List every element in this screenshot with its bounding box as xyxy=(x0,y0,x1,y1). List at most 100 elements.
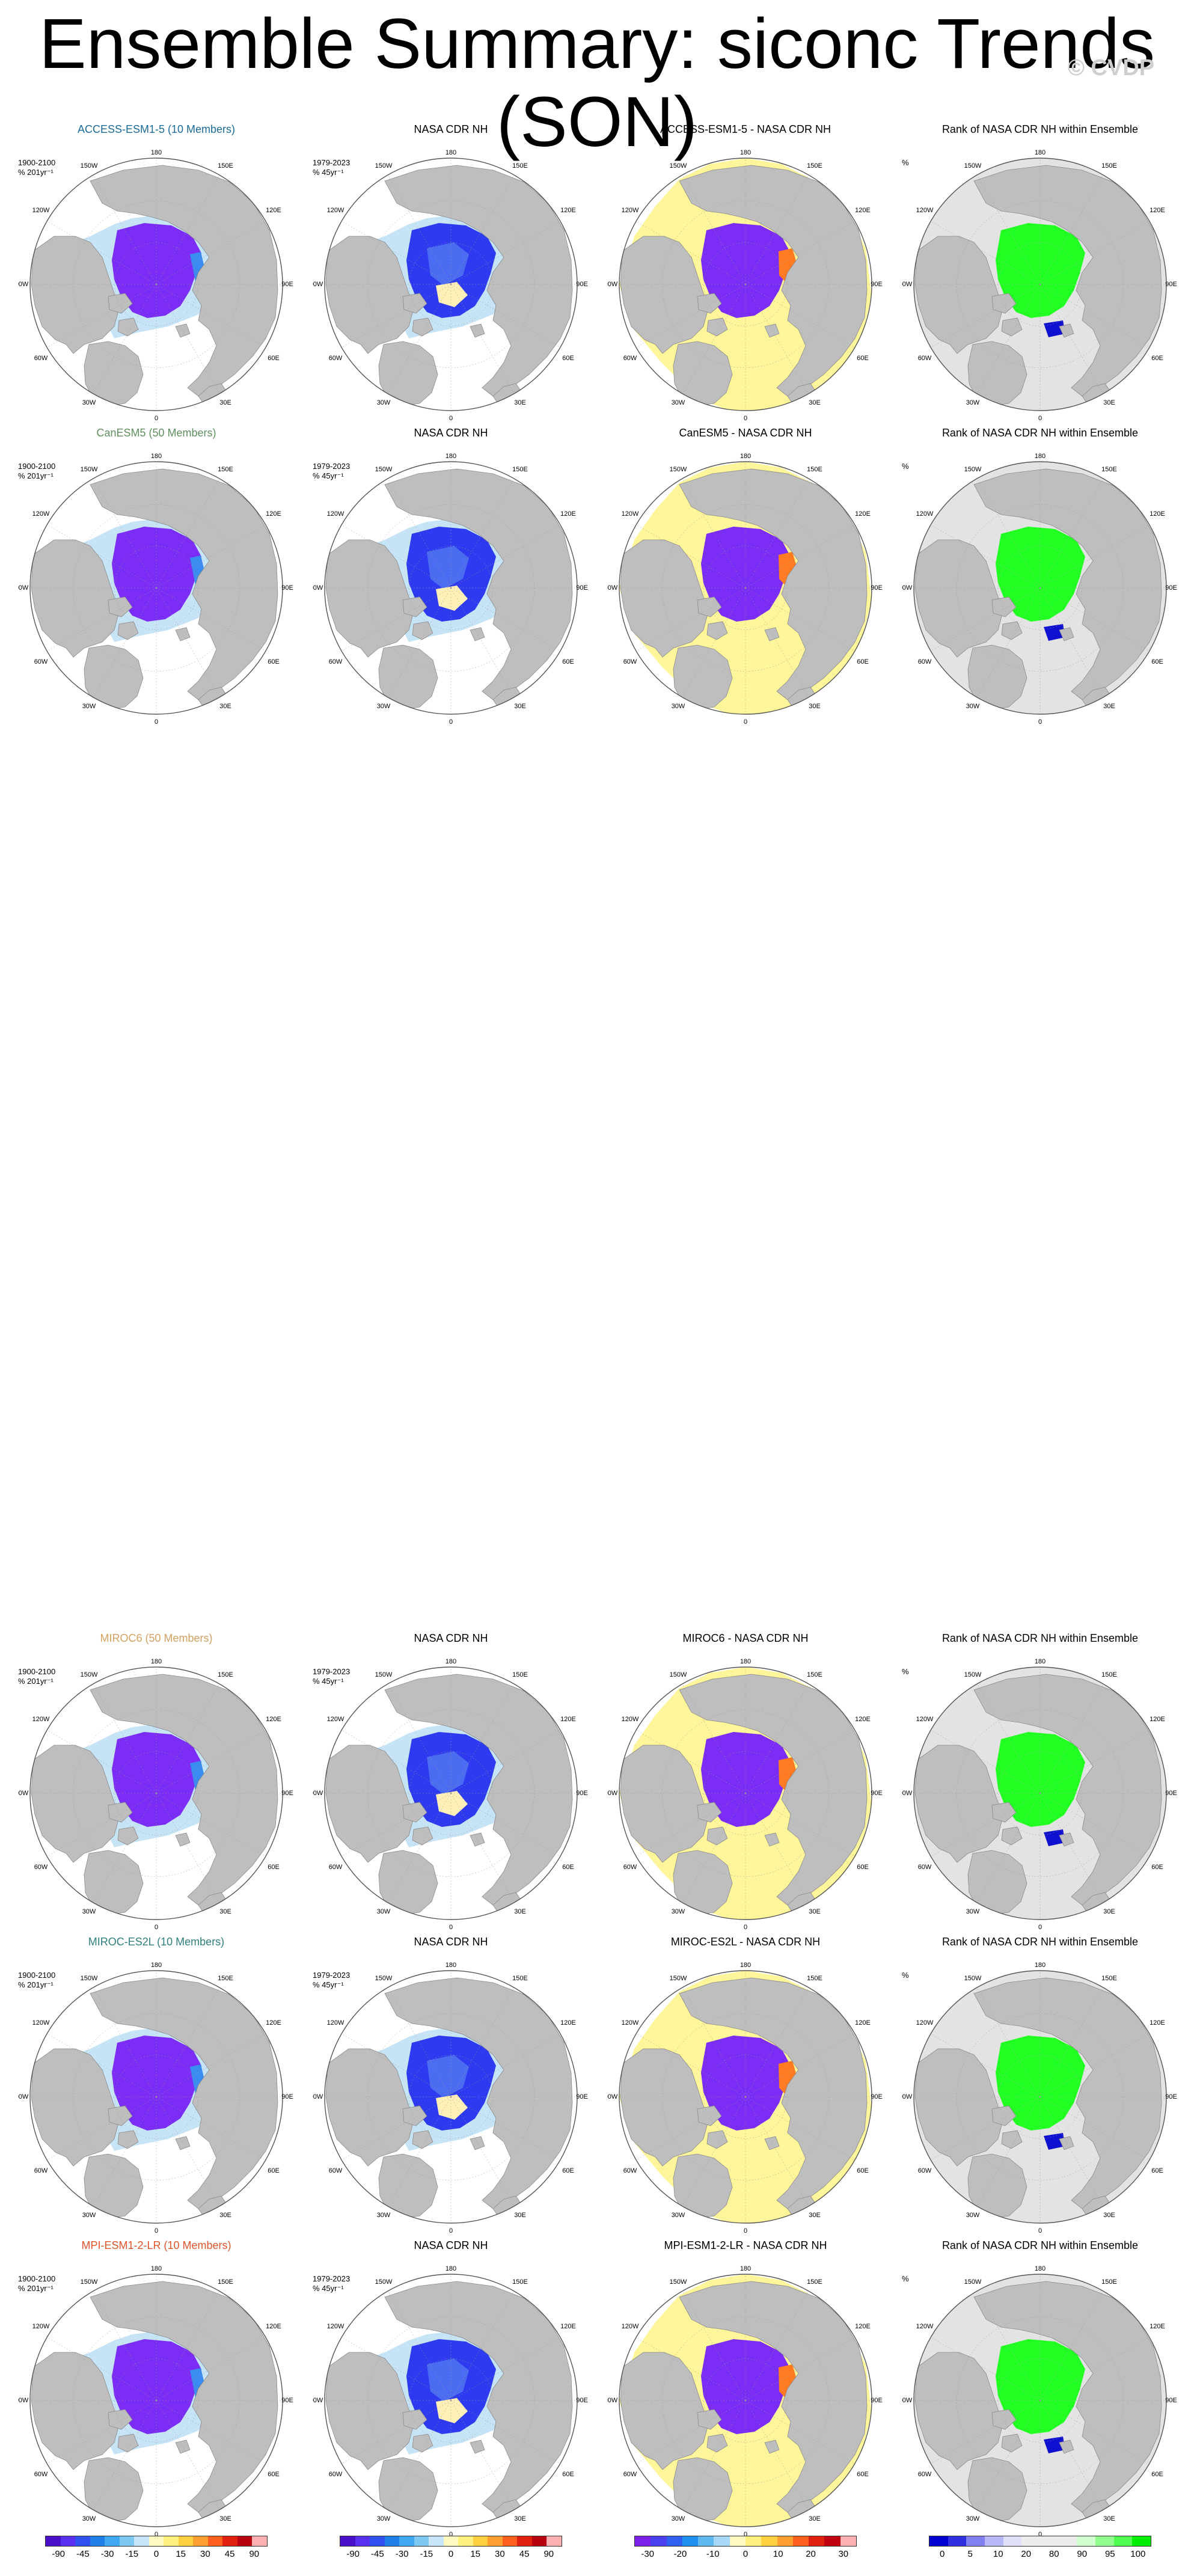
colorbar-swatch xyxy=(1021,2536,1041,2546)
colorbar-swatch xyxy=(193,2536,208,2546)
lon-90w-label: 90W xyxy=(313,584,323,592)
lon-90e-label: 90E xyxy=(871,2093,883,2100)
lon-90w-label: 90W xyxy=(313,2093,323,2100)
colorbar-swatch xyxy=(929,2536,948,2546)
colorbar-swatches xyxy=(929,2536,1151,2547)
lon-30e-label: 30E xyxy=(809,399,821,406)
lon-120w-label: 120W xyxy=(32,510,50,518)
lon-120e-label: 120E xyxy=(560,2323,576,2330)
lon-30e-label: 30E xyxy=(809,1908,821,1915)
lon-30w-label: 30W xyxy=(377,399,391,406)
lon-top-label: 180 xyxy=(740,2265,751,2272)
colorbar-tick-label: 80 xyxy=(1049,2549,1059,2559)
colorbar-swatch xyxy=(1058,2536,1077,2546)
lon-30e-label: 30E xyxy=(514,2212,526,2219)
model-panel: MIROC-ES2L (10 Members) 180 0 150W 150E 120W 1… xyxy=(12,1936,301,2272)
lon-30e-label: 30E xyxy=(219,399,231,406)
lon-bottom-label: 0 xyxy=(1038,718,1042,726)
lon-60w-label: 60W xyxy=(329,2167,343,2174)
lon-120e-label: 120E xyxy=(266,2323,281,2330)
difference-panel: MIROC-ES2L - NASA CDR NH 180 0 150W 150E 120W… xyxy=(601,1936,890,2272)
lon-top-label: 180 xyxy=(740,1658,751,1665)
lon-150w-label: 150W xyxy=(375,1975,393,1982)
lon-90e-label: 90E xyxy=(871,1790,883,1797)
colorbar-swatch xyxy=(443,2536,459,2546)
colorbar-swatch xyxy=(840,2536,856,2546)
lon-top-label: 180 xyxy=(1035,1962,1046,1969)
panel-title: MIROC-ES2L - NASA CDR NH xyxy=(670,1936,821,1948)
lon-30e-label: 30E xyxy=(1103,1908,1115,1915)
colorbar-tick-label: 20 xyxy=(806,2549,816,2559)
panel-annotation: % xyxy=(902,1971,909,1980)
colorbar-trend-obs: -90 -45 -30 -15 0 15 30 45 90 xyxy=(340,2536,562,2566)
panel-title: NASA CDR NH xyxy=(414,1936,488,1948)
colorbar-swatch xyxy=(105,2536,120,2546)
lon-bottom-label: 0 xyxy=(1038,1924,1042,1931)
lon-top-label: 180 xyxy=(151,453,162,460)
lon-top-label: 180 xyxy=(151,149,162,156)
colorbar-swatch xyxy=(824,2536,840,2546)
lon-bottom-label: 0 xyxy=(155,2531,158,2538)
panel-title: ACCESS-ESM1-5 - NASA CDR NH xyxy=(660,123,831,135)
colorbar-swatches xyxy=(340,2536,562,2547)
lon-30w-label: 30W xyxy=(82,2515,96,2522)
colorbar-swatch xyxy=(473,2536,488,2546)
polar-map: 180 0 150W 150E 120W 120E 90W 90E 60W 60E 30W 30E xyxy=(607,149,883,422)
polar-map: 180 0 150W 150E 120W 120E 90W 90E 60W 60E 30W 30E xyxy=(18,453,293,726)
lon-60w-label: 60W xyxy=(918,355,932,362)
lon-30w-label: 30W xyxy=(82,2212,96,2219)
colorbar-swatch xyxy=(414,2536,429,2546)
lon-top-label: 180 xyxy=(740,453,751,460)
lon-90w-label: 90W xyxy=(18,584,29,592)
lon-30w-label: 30W xyxy=(377,2212,391,2219)
colorbar-tick-label: -15 xyxy=(125,2549,139,2559)
lon-150w-label: 150W xyxy=(964,162,982,170)
page-title: Ensemble Summary: siconc Trends (SON) xyxy=(39,4,1155,162)
lon-60w-label: 60W xyxy=(34,355,48,362)
lon-120w-label: 120W xyxy=(622,2019,639,2027)
colorbar-swatch xyxy=(1003,2536,1022,2546)
lon-120e-label: 120E xyxy=(855,1716,871,1723)
lon-90e-label: 90E xyxy=(1165,281,1177,288)
panel-annotation: 1979-2023% 45yr⁻¹ xyxy=(313,2274,351,2293)
lon-bottom-label: 0 xyxy=(449,1924,453,1931)
lon-30e-label: 30E xyxy=(514,1908,526,1915)
lon-60e-label: 60E xyxy=(1151,355,1163,362)
lon-120e-label: 120E xyxy=(1150,1716,1165,1723)
panel-title: NASA CDR NH xyxy=(414,1632,488,1644)
lon-150e-label: 150E xyxy=(512,2278,528,2286)
lon-90e-label: 90E xyxy=(281,2397,293,2404)
lon-30e-label: 30E xyxy=(514,2515,526,2522)
observation-panel: NASA CDR NH 180 0 150W 150E 120W 120E 90W 90E 60W… xyxy=(307,1632,595,1969)
lon-150e-label: 150E xyxy=(807,1671,822,1678)
colorbar-tick-label: 15 xyxy=(470,2549,481,2559)
model-panel: MIROC6 (50 Members) 180 0 150W 150E 120W 120E 9… xyxy=(12,1632,301,1969)
colorbar-trend: -90 -45 -30 -15 0 15 30 45 90 xyxy=(45,2536,268,2566)
lon-120e-label: 120E xyxy=(1150,510,1165,518)
colorbar-swatch xyxy=(682,2536,699,2546)
lon-30e-label: 30E xyxy=(1103,399,1115,406)
lon-90e-label: 90E xyxy=(281,1790,293,1797)
lon-120w-label: 120W xyxy=(327,510,344,518)
colorbar-swatch xyxy=(792,2536,809,2546)
colorbar-tick-label: 0 xyxy=(153,2549,159,2559)
colorbar-swatch xyxy=(651,2536,667,2546)
lon-30e-label: 30E xyxy=(1103,703,1115,710)
panel-title: Rank of NASA CDR NH within Ensemble xyxy=(941,123,1139,135)
lon-top-label: 180 xyxy=(445,2265,456,2272)
lon-top-label: 180 xyxy=(445,453,456,460)
lon-30w-label: 30W xyxy=(966,2212,980,2219)
lon-150w-label: 150W xyxy=(670,466,687,473)
polar-map: 180 0 150W 150E 120W 120E 90W 90E 60W 60E 30W 30E xyxy=(18,1658,293,1931)
lon-150e-label: 150E xyxy=(218,466,233,473)
lon-60e-label: 60E xyxy=(857,658,869,665)
polar-map: 180 0 150W 150E 120W 120E 90W 90E 60W 60E 30W 30E xyxy=(902,1658,1177,1931)
colorbar-tick-label: 15 xyxy=(176,2549,186,2559)
lon-60w-label: 60W xyxy=(34,1864,48,1871)
lon-30w-label: 30W xyxy=(377,703,391,710)
colorbar-tick-label: 45 xyxy=(224,2549,235,2559)
lon-60e-label: 60E xyxy=(857,1864,869,1871)
lon-120e-label: 120E xyxy=(855,2323,871,2330)
lon-90e-label: 90E xyxy=(1165,1790,1177,1797)
colorbar-swatch xyxy=(966,2536,985,2546)
